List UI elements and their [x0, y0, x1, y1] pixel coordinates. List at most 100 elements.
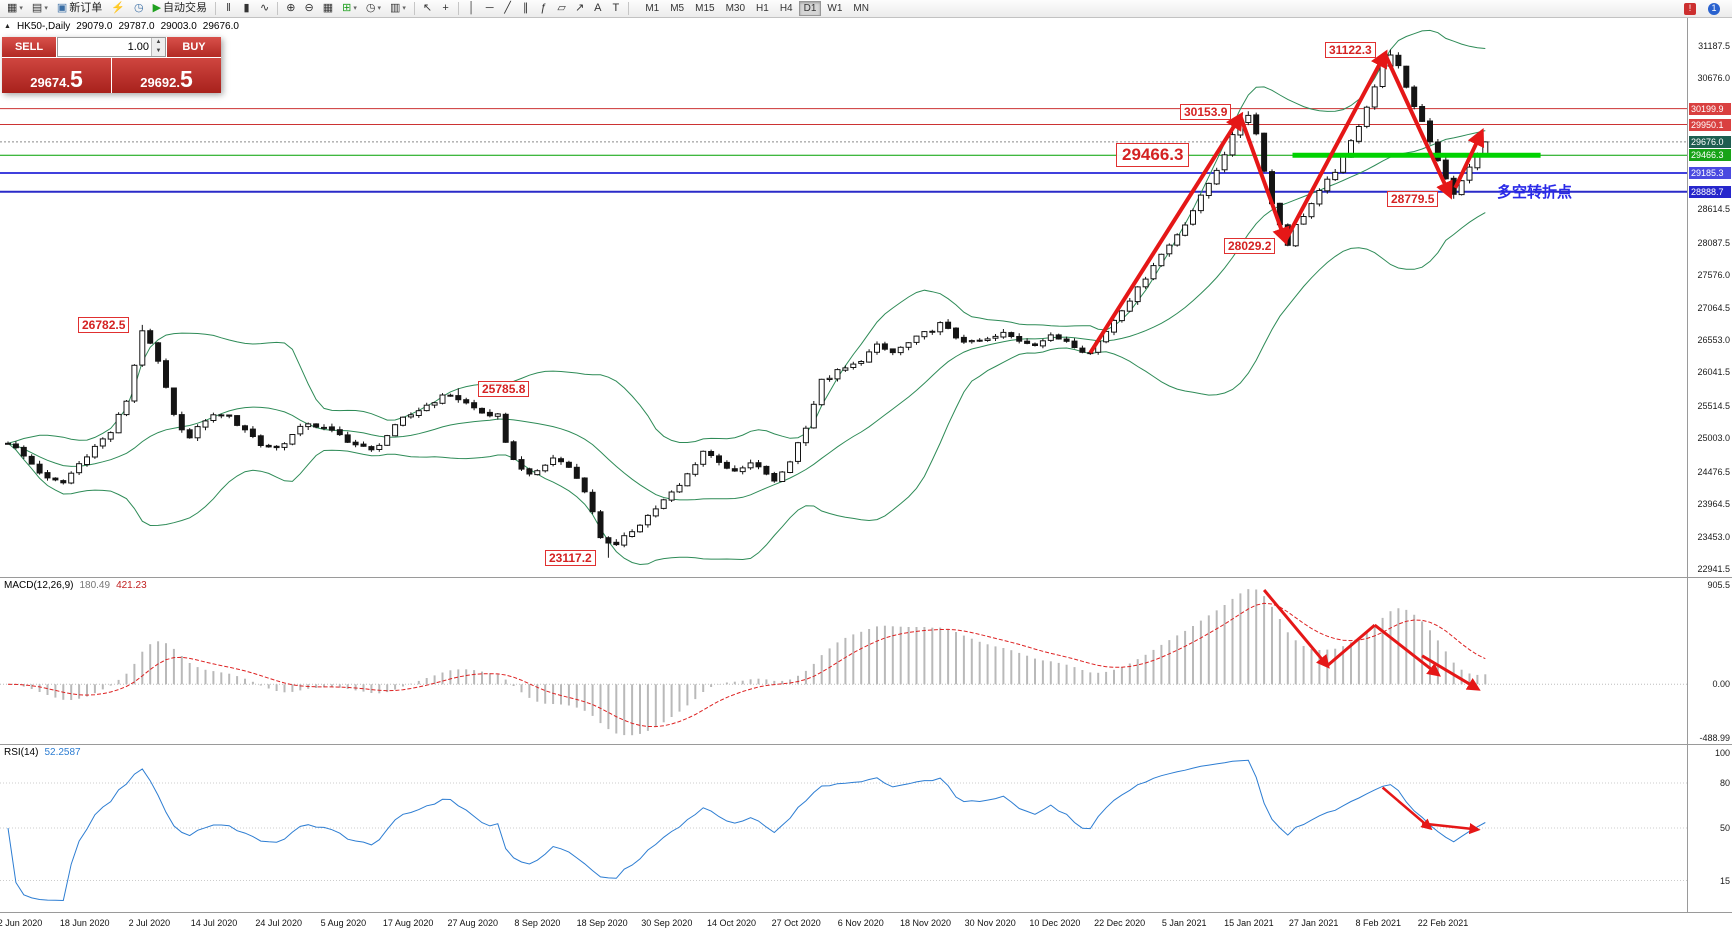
new-chart-icon: ▦	[7, 2, 18, 14]
horizontal-line-button[interactable]: ─	[481, 1, 498, 17]
timeframe-d1-button[interactable]: D1	[798, 1, 822, 16]
macd-panel[interactable]: MACD(12,26,9) 180.49 421.23 905.5 0.00 -48…	[0, 578, 1732, 745]
timeframe-m15-button[interactable]: M15	[690, 1, 719, 16]
macd-arrows[interactable]	[1262, 589, 1481, 691]
rsi-tick: 100	[1714, 748, 1730, 758]
sell-price[interactable]: 29674. 5	[2, 58, 111, 93]
new-chart-button[interactable]: ▦ ▾	[3, 1, 27, 17]
arrows-button[interactable]: ↗	[571, 1, 588, 17]
macd-histogram	[14, 589, 1487, 736]
date-tick: 2 Jun 2020	[0, 918, 43, 928]
alerts-button[interactable]: !	[1680, 1, 1700, 17]
new-order-button[interactable]: ▣ 新订单	[53, 1, 106, 17]
timeframe-w1-button[interactable]: W1	[822, 1, 847, 16]
profiles-button[interactable]: ▤ ▾	[28, 1, 52, 17]
price-annotation[interactable]: 23117.2	[545, 549, 596, 566]
volume-value[interactable]: 1.00	[127, 41, 149, 53]
shapes-button[interactable]: ▱	[553, 1, 570, 17]
macd-axis[interactable]: 905.5 0.00 -488.99	[1687, 578, 1732, 744]
trendline-button[interactable]: ╱	[499, 1, 516, 17]
buy-button[interactable]: BUY	[167, 37, 221, 57]
autotrading-button[interactable]: ▶ 自动交易	[149, 1, 211, 17]
price-tick: 27064.5	[1697, 302, 1730, 313]
price-annotation[interactable]: 28779.5	[1387, 190, 1439, 207]
indicators-button[interactable]: ⊞ ▾	[338, 1, 361, 17]
price-annotation[interactable]: 26782.5	[78, 317, 130, 334]
templates-icon: ▥	[389, 2, 401, 14]
cursor-button[interactable]: ↖	[419, 1, 436, 17]
price-annotation[interactable]: 30153.9	[1180, 103, 1232, 120]
vertical-line-button[interactable]: │	[463, 1, 480, 17]
tile-windows-icon: ▦	[322, 2, 334, 14]
tile-windows-button[interactable]: ▦	[319, 1, 337, 17]
fibonacci-button[interactable]: ƒ	[535, 1, 552, 17]
timeframe-h4-button[interactable]: H4	[775, 1, 798, 16]
rsi-arrows[interactable]	[1381, 786, 1481, 835]
date-tick: 15 Jan 2021	[1224, 918, 1274, 928]
bar-chart-button[interactable]: ‖	[220, 1, 237, 17]
candlestick-chart-button[interactable]: ▮	[238, 1, 255, 17]
date-tick: 17 Aug 2020	[382, 918, 434, 928]
crosshair-button[interactable]: +	[437, 1, 454, 17]
cursor-icon: ↖	[422, 2, 433, 14]
templates-button[interactable]: ▥ ▾	[386, 1, 410, 17]
date-tick: 8 Sep 2020	[514, 918, 561, 928]
text-button[interactable]: A	[589, 1, 606, 17]
dropdown-caret-icon: ▾	[377, 5, 381, 12]
bar-chart-icon: ‖	[226, 2, 231, 14]
toolbar-separator	[215, 2, 217, 15]
zoom-out-button[interactable]: ⊖	[300, 1, 317, 17]
price-tick: 25003.0	[1697, 433, 1730, 444]
price-annotation[interactable]: 29466.3	[1116, 143, 1190, 168]
crosshair-icon: +	[442, 2, 449, 14]
timeframe-mn-button[interactable]: MN	[848, 1, 874, 16]
arrows-icon: ↗	[575, 2, 585, 14]
price-axis[interactable]: 31187.530676.030164.529653.029141.528614…	[1687, 18, 1732, 577]
macd-canvas[interactable]	[0, 578, 1687, 745]
rsi-axis[interactable]: 100 80 50 15	[1687, 745, 1732, 912]
history-center-button[interactable]: ◷	[130, 1, 148, 17]
sell-button[interactable]: SELL	[2, 37, 56, 57]
notifications-button[interactable]: 1	[1704, 1, 1724, 17]
timeframe-m30-button[interactable]: M30	[721, 1, 750, 16]
price-annotation[interactable]: 28029.2	[1224, 238, 1276, 255]
price-annotation[interactable]: 25785.8	[478, 380, 530, 397]
main-chart-panel[interactable]: ▲ HK50-,Daily 29079.0 29787.0 29003.0 29…	[0, 18, 1732, 578]
timeframe-h1-button[interactable]: H1	[751, 1, 774, 16]
channel-button[interactable]: ∥	[517, 1, 534, 17]
time-axis[interactable]: 2 Jun 2020 18 Jun 2020 2 Jul 2020 14 Jul 20…	[0, 913, 1732, 939]
date-tick: 5 Aug 2020	[320, 918, 367, 928]
ohlc-close: 29676.0	[202, 21, 239, 32]
date-tick: 18 Sep 2020	[576, 918, 628, 928]
rsi-name: RSI(14)	[4, 747, 39, 758]
toolbar-separator	[628, 2, 630, 15]
price-tick: 31187.5	[1698, 41, 1730, 51]
horizontal-price-lines[interactable]	[0, 108, 1687, 193]
volume-up-button[interactable]: ▲	[152, 38, 165, 47]
timeframe-m5-button[interactable]: M5	[665, 1, 689, 16]
zoom-in-button[interactable]: ⊕	[282, 1, 299, 17]
history-center-icon: ◷	[133, 2, 144, 14]
macd-tick: -488.99	[1699, 732, 1730, 743]
metaeditor-button[interactable]: ⚡	[107, 1, 129, 17]
periods-icon: ◷	[365, 2, 376, 14]
price-chart-canvas[interactable]	[0, 18, 1687, 578]
rsi-canvas[interactable]	[0, 745, 1687, 913]
text-label-button[interactable]: T	[607, 1, 624, 17]
buy-price-big-digit: 5	[179, 66, 193, 92]
periods-button[interactable]: ◷ ▾	[362, 1, 385, 17]
line-chart-button[interactable]: ∿	[256, 1, 273, 17]
notifications-icon: 1	[1708, 2, 1720, 15]
volume-down-button[interactable]: ▼	[152, 47, 165, 56]
date-tick: 18 Jun 2020	[59, 918, 110, 928]
volume-field[interactable]: 1.00 ▲ ▼	[57, 37, 166, 57]
text-annotation[interactable]: 多空转折点	[1497, 184, 1573, 201]
rsi-panel[interactable]: RSI(14) 52.2587 100 80 50 15	[0, 745, 1732, 913]
collapse-triangle-icon[interactable]: ▲	[4, 23, 11, 30]
dropdown-caret-icon: ▾	[19, 5, 23, 12]
timeframe-m1-button[interactable]: M1	[640, 1, 664, 16]
buy-price[interactable]: 29692. 5	[112, 58, 221, 93]
price-annotation[interactable]: 31122.3	[1325, 42, 1376, 59]
trend-arrows[interactable]	[1088, 49, 1485, 354]
